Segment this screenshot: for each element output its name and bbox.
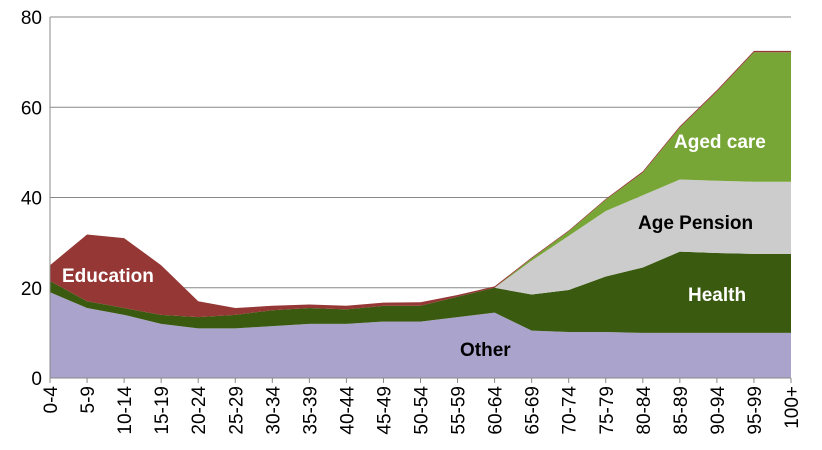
series-label-aged-care: Aged care <box>674 132 766 153</box>
series-label-education: Education <box>62 266 154 287</box>
area-health <box>50 251 791 333</box>
x-tick-label: 90-94 <box>708 386 729 435</box>
y-tick-label: 60 <box>21 98 42 119</box>
y-tick-label: 80 <box>21 8 42 29</box>
series-label-other: Other <box>460 340 511 361</box>
x-tick-label: 65-69 <box>523 386 544 435</box>
series-label-health: Health <box>688 285 746 306</box>
x-tick-label: 95-99 <box>745 386 766 435</box>
x-tick-label: 30-34 <box>263 386 284 435</box>
area-other <box>50 292 791 378</box>
x-tick-label: 15-19 <box>152 386 173 435</box>
series-labels: Education Other Health Age Pension Aged … <box>62 132 766 361</box>
x-tick-label: 55-59 <box>449 386 470 435</box>
area-education <box>50 50 791 318</box>
x-tick-label: 5-9 <box>78 386 99 413</box>
x-tick-label: 45-49 <box>374 386 395 435</box>
x-tick-label: 80-84 <box>634 386 655 435</box>
y-tick-label: 20 <box>21 279 42 300</box>
x-tick-label: 75-79 <box>597 386 618 435</box>
x-tick-label: 60-64 <box>486 386 507 435</box>
area-aged-care <box>50 52 791 318</box>
x-tick-label: 70-74 <box>560 386 581 435</box>
series-label-age-pension: Age Pension <box>638 213 753 234</box>
x-tick-label: 35-39 <box>300 386 321 435</box>
x-tick-labels: 0-4 5-9 10-14 15-19 20-24 25-29 30-34 35-39 40-4… <box>41 378 803 435</box>
y-tick-label: 0 <box>31 369 42 390</box>
y-tick-label: 40 <box>21 189 42 210</box>
x-tick-label: 50-54 <box>412 386 433 435</box>
x-tick-label: 85-89 <box>671 386 692 435</box>
x-tick-label: 25-29 <box>226 386 247 435</box>
x-tick-label: 10-14 <box>115 386 136 435</box>
area-age-pension <box>50 179 791 318</box>
x-tick-label: 100+ <box>782 386 803 429</box>
y-tick-labels: 0 20 40 60 80 <box>21 8 42 390</box>
x-tick-label: 20-24 <box>189 386 210 435</box>
x-tick-label: 0-4 <box>41 386 62 414</box>
area-series <box>50 50 791 378</box>
x-tick-label: 40-44 <box>337 386 358 435</box>
